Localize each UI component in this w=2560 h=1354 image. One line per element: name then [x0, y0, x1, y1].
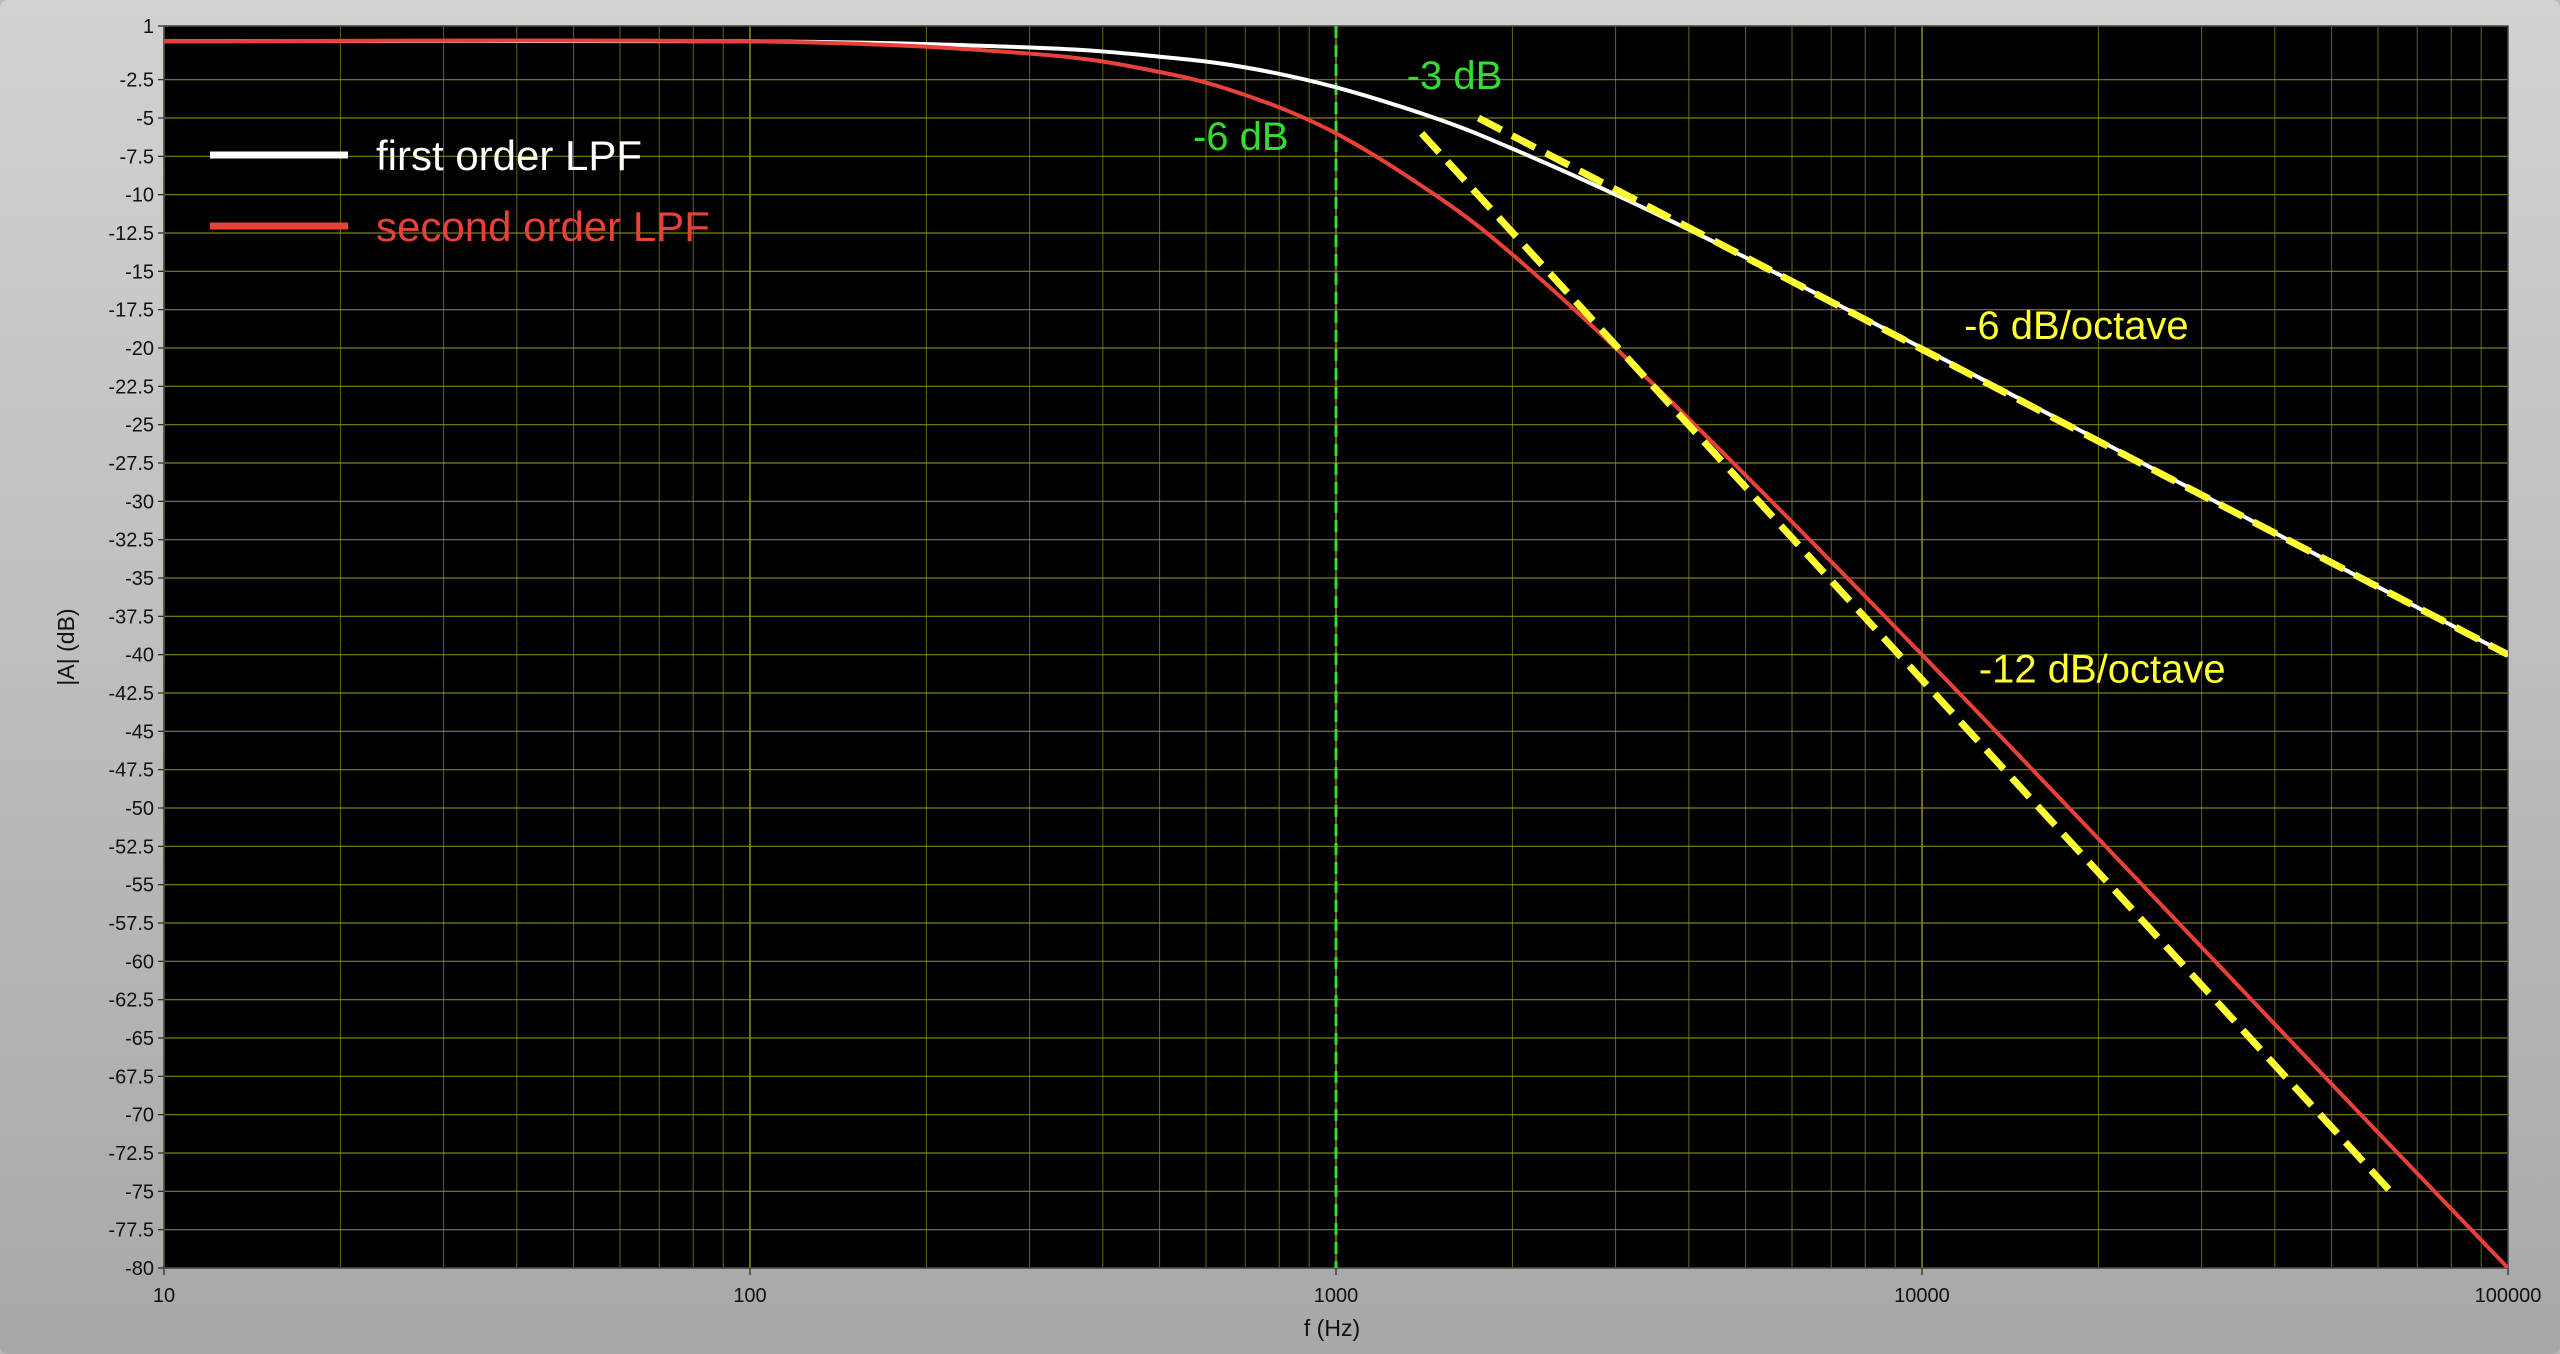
- y-tick-label: -55: [125, 875, 154, 897]
- y-tick-label: -60: [125, 951, 154, 973]
- y-tick-label: -32.5: [108, 530, 154, 552]
- x-tick-label: 100000: [2475, 1285, 2542, 1307]
- y-tick-label: -20: [125, 338, 154, 360]
- y-tick-label: 1: [143, 16, 154, 38]
- y-tick-label: -52.5: [108, 836, 154, 858]
- annotation-minus-6db: -6 dB: [1193, 115, 1289, 159]
- y-tick-label: -57.5: [108, 913, 154, 935]
- y-tick-label: -67.5: [108, 1066, 154, 1088]
- y-tick-label: -10: [125, 185, 154, 207]
- y-axis-title: |A| (dB): [53, 608, 79, 685]
- x-tick-label: 10: [153, 1285, 175, 1307]
- y-tick-label: -65: [125, 1028, 154, 1050]
- y-tick-label: -40: [125, 645, 154, 667]
- x-tick-label: 1000: [1314, 1285, 1359, 1307]
- y-tick-label: -45: [125, 721, 154, 743]
- y-tick-label: -22.5: [108, 376, 154, 398]
- annotation-6db-per-octave: -6 dB/octave: [1964, 304, 2189, 348]
- y-tick-label: -80: [125, 1258, 154, 1280]
- legend-label-second-order: second order LPF: [376, 203, 710, 250]
- y-tick-label: -47.5: [108, 760, 154, 782]
- x-axis-title: f (Hz): [1304, 1315, 1360, 1341]
- legend-label-first-order: first order LPF: [376, 132, 642, 179]
- y-tick-label: -42.5: [108, 683, 154, 705]
- y-tick-label: -37.5: [108, 606, 154, 628]
- x-tick-label: 10000: [1894, 1285, 1950, 1307]
- y-tick-label: -7.5: [120, 146, 154, 168]
- annotation-minus-3db: -3 dB: [1407, 54, 1503, 98]
- y-tick-label: -17.5: [108, 300, 154, 322]
- y-tick-label: -2.5: [120, 70, 154, 92]
- y-tick-label: -35: [125, 568, 154, 590]
- annotation-12db-per-octave: -12 dB/octave: [1979, 647, 2226, 691]
- second-order-lpf-curve: [164, 38, 2508, 1268]
- y-tick-label: -25: [125, 415, 154, 437]
- y-tick-label: -12.5: [108, 223, 154, 245]
- y-tick-label: -70: [125, 1105, 154, 1127]
- y-tick-label: -30: [125, 491, 154, 513]
- y-tick-label: -72.5: [108, 1143, 154, 1165]
- asymptote-6db-octave: [1476, 114, 2508, 658]
- y-tick-label: -75: [125, 1181, 154, 1203]
- y-tick-label: -5: [136, 108, 154, 130]
- y-tick-label: -62.5: [108, 990, 154, 1012]
- y-tick-label: -50: [125, 798, 154, 820]
- y-tick-label: -15: [125, 261, 154, 283]
- legend: first order LPF second order LPF: [210, 132, 710, 250]
- asymptote-12db-octave: [1419, 130, 2393, 1194]
- x-tick-label: 100: [733, 1285, 766, 1307]
- y-tick-label: -27.5: [108, 453, 154, 475]
- y-tick-label: -77.5: [108, 1220, 154, 1242]
